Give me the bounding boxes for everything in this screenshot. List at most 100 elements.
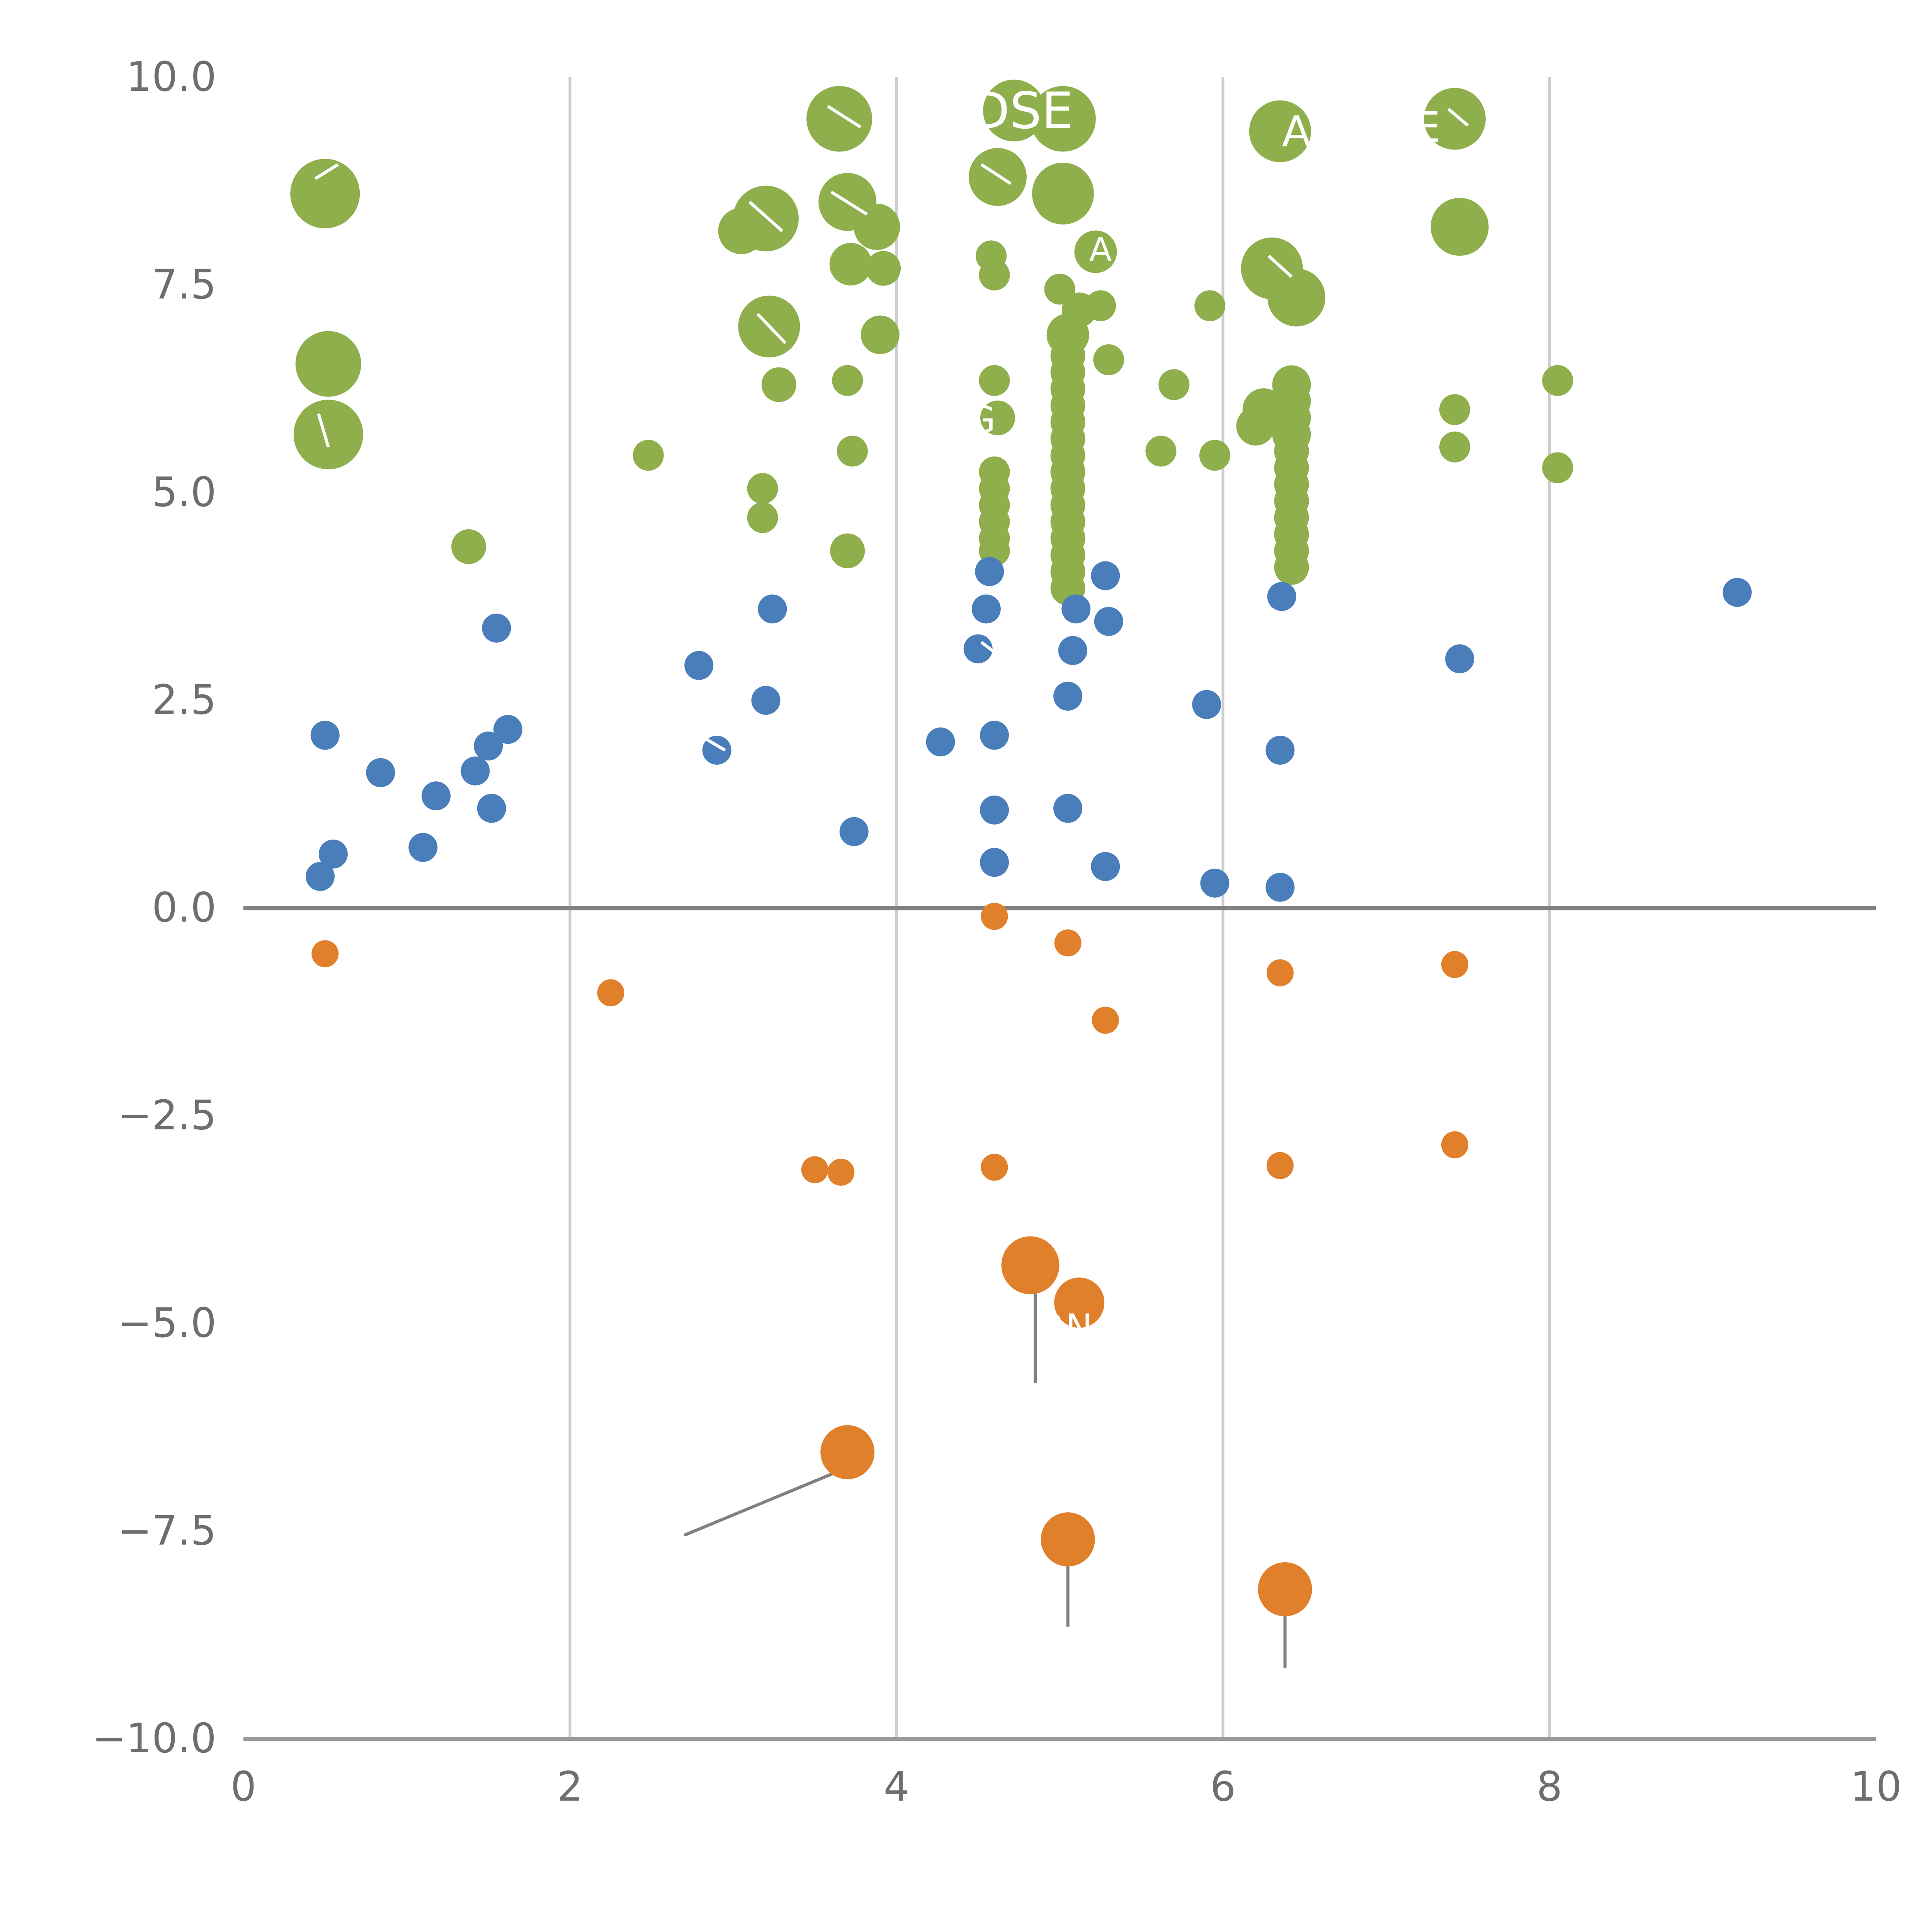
blue-dots-point[interactable] — [318, 839, 348, 869]
green-bubbles-point[interactable] — [747, 502, 778, 533]
blue-dots-point[interactable] — [758, 594, 787, 624]
green-bubbles-point[interactable] — [747, 473, 778, 504]
green-bubbles-point[interactable] — [1542, 365, 1573, 396]
point-label: E — [1413, 103, 1440, 152]
orange-bubbles-point[interactable] — [981, 1153, 1008, 1181]
green-bubbles-point[interactable] — [1074, 230, 1117, 273]
orange-bubbles-point[interactable] — [1054, 929, 1082, 957]
label-leader-line-white — [1447, 107, 1469, 127]
green-bubbles-point[interactable] — [1194, 290, 1226, 321]
blue-dots-point[interactable] — [980, 795, 1009, 825]
green-bubbles-point[interactable] — [854, 204, 900, 250]
blue-dots-point[interactable] — [482, 613, 511, 643]
blue-dots-point[interactable] — [477, 794, 506, 823]
orange-bubbles-point[interactable] — [597, 979, 624, 1007]
green-bubbles-point[interactable] — [290, 159, 360, 228]
green-bubbles-point[interactable] — [979, 259, 1010, 291]
green-bubbles-point[interactable] — [830, 533, 865, 568]
green-bubbles-point[interactable] — [1145, 435, 1177, 467]
blue-dots-point[interactable] — [839, 817, 869, 846]
green-bubbles-point[interactable] — [806, 86, 872, 152]
blue-dots-point[interactable] — [702, 736, 731, 765]
green-bubbles-point[interactable] — [1236, 407, 1275, 446]
green-bubbles-point[interactable] — [866, 251, 901, 286]
green-bubbles-point[interactable] — [761, 367, 796, 402]
orange-bubbles-point[interactable] — [1441, 1131, 1468, 1158]
orange-bubbles-point[interactable] — [981, 903, 1008, 930]
blue-dots-point[interactable] — [493, 715, 522, 744]
green-bubbles-point[interactable] — [1093, 344, 1124, 375]
green-bubbles-point[interactable] — [633, 440, 664, 471]
blue-dots-point[interactable] — [1192, 690, 1221, 719]
orange-bubbles-point[interactable] — [1041, 1512, 1095, 1566]
blue-dots-point[interactable] — [975, 557, 1004, 586]
blue-dots-point[interactable] — [980, 721, 1009, 750]
blue-dots-point[interactable] — [1094, 607, 1123, 636]
y-tick-label: −7.5 — [118, 1507, 216, 1554]
blue-dots-point[interactable] — [1267, 582, 1296, 611]
orange-bubbles-point[interactable] — [311, 940, 339, 968]
green-bubbles-point[interactable] — [829, 243, 872, 286]
blue-dots-point[interactable] — [1053, 682, 1083, 711]
blue-dots-point[interactable] — [310, 721, 340, 750]
green-bubbles-point[interactable] — [295, 331, 361, 397]
green-bubbles-point[interactable] — [1030, 86, 1096, 152]
orange-bubbles-point[interactable] — [1266, 959, 1294, 986]
blue-dots-point[interactable] — [461, 756, 490, 786]
blue-dots-point[interactable] — [1053, 794, 1083, 823]
blue-dots-point[interactable] — [1091, 852, 1120, 881]
blue-dots-point[interactable] — [971, 594, 1001, 624]
blue-dots-point[interactable] — [1445, 644, 1475, 673]
green-bubbles-point[interactable] — [983, 80, 1045, 141]
green-bubbles-point[interactable] — [980, 400, 1015, 435]
orange-bubbles-point[interactable] — [1441, 951, 1468, 978]
blue-dots-point[interactable] — [366, 758, 395, 787]
green-bubbles-point[interactable] — [1249, 100, 1311, 162]
green-bubbles-point[interactable] — [1267, 268, 1326, 327]
green-bubbles-point[interactable] — [1439, 394, 1470, 425]
orange-bubbles-point[interactable] — [1266, 1152, 1294, 1179]
green-bubbles-point[interactable] — [1542, 452, 1573, 483]
blue-dots-point[interactable] — [1061, 594, 1091, 624]
green-bubbles-point[interactable] — [1430, 198, 1489, 256]
green-bubbles-point[interactable] — [733, 185, 799, 252]
y-tick-label: 10.0 — [126, 53, 216, 100]
green-bubbles-point[interactable] — [1032, 163, 1094, 224]
orange-bubbles-point[interactable] — [1001, 1236, 1060, 1294]
orange-bubbles-point[interactable] — [820, 1425, 875, 1480]
green-bubbles-point[interactable] — [1158, 369, 1190, 400]
green-bubbles-point[interactable] — [293, 400, 363, 469]
orange-bubbles-point[interactable] — [827, 1158, 855, 1186]
blue-dots-point[interactable] — [1058, 636, 1087, 665]
blue-dots-point[interactable] — [474, 731, 503, 761]
blue-dots-point[interactable] — [926, 727, 955, 757]
blue-dots-point[interactable] — [1091, 561, 1120, 590]
green-bubbles-point[interactable] — [1439, 431, 1470, 463]
blue-dots-point[interactable] — [1265, 872, 1295, 902]
green-bubbles-point[interactable] — [968, 148, 1027, 206]
green-bubbles-point[interactable] — [861, 315, 900, 354]
blue-dots-point[interactable] — [1200, 869, 1230, 898]
orange-bubbles-point[interactable] — [1054, 1277, 1105, 1328]
orange-bubbles-point[interactable] — [1092, 1007, 1119, 1034]
blue-dots-point[interactable] — [751, 686, 781, 715]
green-bubbles-point[interactable] — [1199, 440, 1230, 471]
green-bubbles-point[interactable] — [1423, 88, 1486, 150]
green-bubbles-point[interactable] — [451, 529, 486, 564]
green-bubbles-point[interactable] — [1085, 290, 1116, 321]
blue-dots-point[interactable] — [422, 781, 451, 811]
green-bubbles-point[interactable] — [832, 365, 863, 396]
blue-dots-point[interactable] — [306, 862, 335, 891]
green-bubbles-point[interactable] — [1044, 274, 1075, 305]
blue-dots-point[interactable] — [963, 634, 993, 663]
orange-bubbles-point[interactable] — [801, 1156, 828, 1184]
blue-dots-point[interactable] — [1265, 736, 1295, 765]
blue-dots-point[interactable] — [980, 848, 1009, 877]
green-bubbles-point[interactable] — [837, 435, 868, 467]
green-bubbles-point[interactable] — [979, 365, 1010, 396]
blue-dots-point[interactable] — [408, 833, 438, 862]
green-bubbles-point[interactable] — [1274, 550, 1309, 585]
blue-dots-point[interactable] — [684, 651, 714, 680]
orange-bubbles-point[interactable] — [1258, 1562, 1312, 1616]
blue-dots-point[interactable] — [1723, 578, 1752, 607]
